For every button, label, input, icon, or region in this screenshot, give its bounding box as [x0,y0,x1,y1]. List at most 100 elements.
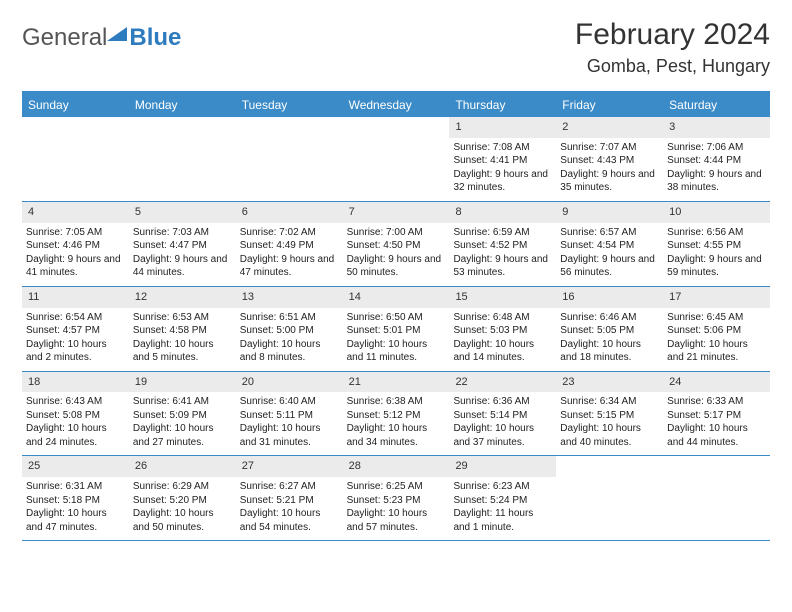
calendar-day: 8Sunrise: 6:59 AMSunset: 4:52 PMDaylight… [449,202,556,286]
day-number: 10 [663,202,770,223]
brand-triangle-icon [107,27,127,41]
sunrise-text: Sunrise: 6:56 AM [667,226,766,240]
calendar: SundayMondayTuesdayWednesdayThursdayFrid… [22,91,770,541]
calendar-day [556,456,663,540]
weekday-header: Sunday [22,93,129,117]
sunrise-text: Sunrise: 6:59 AM [453,226,552,240]
calendar-day: 26Sunrise: 6:29 AMSunset: 5:20 PMDayligh… [129,456,236,540]
sunset-text: Sunset: 5:06 PM [667,324,766,338]
sunset-text: Sunset: 5:17 PM [667,409,766,423]
weekday-header: Thursday [449,93,556,117]
calendar-day: 19Sunrise: 6:41 AMSunset: 5:09 PMDayligh… [129,372,236,456]
calendar-day: 17Sunrise: 6:45 AMSunset: 5:06 PMDayligh… [663,287,770,371]
calendar-day: 21Sunrise: 6:38 AMSunset: 5:12 PMDayligh… [343,372,450,456]
sunrise-text: Sunrise: 6:34 AM [560,395,659,409]
location-subtitle: Gomba, Pest, Hungary [575,56,770,77]
daylight-text: Daylight: 10 hours and 5 minutes. [133,338,232,365]
daylight-text: Daylight: 10 hours and 44 minutes. [667,422,766,449]
day-number: 13 [236,287,343,308]
sunset-text: Sunset: 5:21 PM [240,494,339,508]
weekday-header: Tuesday [236,93,343,117]
day-number: 6 [236,202,343,223]
day-number: 24 [663,372,770,393]
sunrise-text: Sunrise: 6:45 AM [667,311,766,325]
sunrise-text: Sunrise: 6:48 AM [453,311,552,325]
sunset-text: Sunset: 5:12 PM [347,409,446,423]
sunset-text: Sunset: 4:54 PM [560,239,659,253]
sunset-text: Sunset: 4:41 PM [453,154,552,168]
calendar-day [129,117,236,201]
day-number: 14 [343,287,450,308]
daylight-text: Daylight: 9 hours and 47 minutes. [240,253,339,280]
sunrise-text: Sunrise: 6:50 AM [347,311,446,325]
sunset-text: Sunset: 4:57 PM [26,324,125,338]
calendar-week: 25 Sunrise: 6:31 AMSunset: 5:18 PM Dayligh… [22,456,770,541]
daylight-text: Daylight: 10 hours and 14 minutes. [453,338,552,365]
sunrise-text: Sunrise: 6:36 AM [453,395,552,409]
sunrise-text: Sunrise: 6:40 AM [240,395,339,409]
day-number: 3 [663,117,770,138]
calendar-day: 11Sunrise: 6:54 AMSunset: 4:57 PMDayligh… [22,287,129,371]
calendar-day: 29Sunrise: 6:23 AMSunset: 5:24 PMDayligh… [449,456,556,540]
day-number: 19 [129,372,236,393]
day-number: 20 [236,372,343,393]
sunrise-text: Sunrise: 6:31 AM [26,480,125,494]
daylight-text: Daylight: 10 hours and 11 minutes. [347,338,446,365]
sunrise-text: Sunrise: 7:06 AM [667,141,766,155]
calendar-day: 18Sunrise: 6:43 AMSunset: 5:08 PMDayligh… [22,372,129,456]
calendar-week: 4Sunrise: 7:05 AMSunset: 4:46 PMDaylight… [22,202,770,287]
calendar-week: 18Sunrise: 6:43 AMSunset: 5:08 PMDayligh… [22,372,770,457]
sunrise-text: Sunrise: 7:03 AM [133,226,232,240]
calendar-day: 23Sunrise: 6:34 AMSunset: 5:15 PMDayligh… [556,372,663,456]
title-block: February 2024 Gomba, Pest, Hungary [575,18,770,77]
calendar-day: 6Sunrise: 7:02 AMSunset: 4:49 PMDaylight… [236,202,343,286]
sunset-text: Sunset: 5:01 PM [347,324,446,338]
sunset-text: Sunset: 4:46 PM [26,239,125,253]
daylight-text: Daylight: 10 hours and 50 minutes. [133,507,232,534]
daylight-text: Daylight: 9 hours and 44 minutes. [133,253,232,280]
day-number: 21 [343,372,450,393]
sunset-text: Sunset: 5:20 PM [133,494,232,508]
day-number: 18 [22,372,129,393]
sunset-text: Sunset: 5:14 PM [453,409,552,423]
calendar-day [663,456,770,540]
calendar-day: 14 Sunrise: 6:50 AMSunset: 5:01 PMDayligh… [343,287,450,371]
calendar-week: 1Sunrise: 7:08 AMSunset: 4:41 PMDaylight… [22,117,770,202]
day-number: 5 [129,202,236,223]
day-number: 22 [449,372,556,393]
day-number: 16 [556,287,663,308]
sunset-text: Sunset: 5:18 PM [26,494,125,508]
sunrise-text: Sunrise: 6:46 AM [560,311,659,325]
calendar-day: 24Sunrise: 6:33 AMSunset: 5:17 PMDayligh… [663,372,770,456]
daylight-text: Daylight: 10 hours and 57 minutes. [347,507,446,534]
day-number: 25 [22,456,129,477]
calendar-day: 5Sunrise: 7:03 AMSunset: 4:47 PMDaylight… [129,202,236,286]
day-number: 12 [129,287,236,308]
daylight-text: Daylight: 9 hours and 41 minutes. [26,253,125,280]
sunrise-text: Sunrise: 7:05 AM [26,226,125,240]
daylight-text: Daylight: 10 hours and 37 minutes. [453,422,552,449]
calendar-day: 7Sunrise: 7:00 AMSunset: 4:50 PMDaylight… [343,202,450,286]
daylight-text: Daylight: 9 hours and 53 minutes. [453,253,552,280]
daylight-text: Daylight: 10 hours and 40 minutes. [560,422,659,449]
calendar-day: 20Sunrise: 6:40 AMSunset: 5:11 PMDayligh… [236,372,343,456]
sunrise-text: Sunrise: 7:02 AM [240,226,339,240]
calendar-day: 15Sunrise: 6:48 AMSunset: 5:03 PMDayligh… [449,287,556,371]
calendar-day: 2Sunrise: 7:07 AMSunset: 4:43 PMDaylight… [556,117,663,201]
daylight-text: Daylight: 9 hours and 56 minutes. [560,253,659,280]
calendar-day: 9Sunrise: 6:57 AMSunset: 4:54 PMDaylight… [556,202,663,286]
sunrise-text: Sunrise: 6:27 AM [240,480,339,494]
daylight-text: Daylight: 10 hours and 27 minutes. [133,422,232,449]
sunrise-text: Sunrise: 6:38 AM [347,395,446,409]
daylight-text: Daylight: 9 hours and 59 minutes. [667,253,766,280]
sunrise-text: Sunrise: 6:43 AM [26,395,125,409]
day-number: 2 [556,117,663,138]
sunrise-text: Sunrise: 6:41 AM [133,395,232,409]
weekday-header: Saturday [663,93,770,117]
daylight-text: Daylight: 10 hours and 54 minutes. [240,507,339,534]
weekday-header: Monday [129,93,236,117]
calendar-day: 1Sunrise: 7:08 AMSunset: 4:41 PMDaylight… [449,117,556,201]
day-number: 11 [22,287,129,308]
calendar-day: 4Sunrise: 7:05 AMSunset: 4:46 PMDaylight… [22,202,129,286]
sunset-text: Sunset: 5:24 PM [453,494,552,508]
